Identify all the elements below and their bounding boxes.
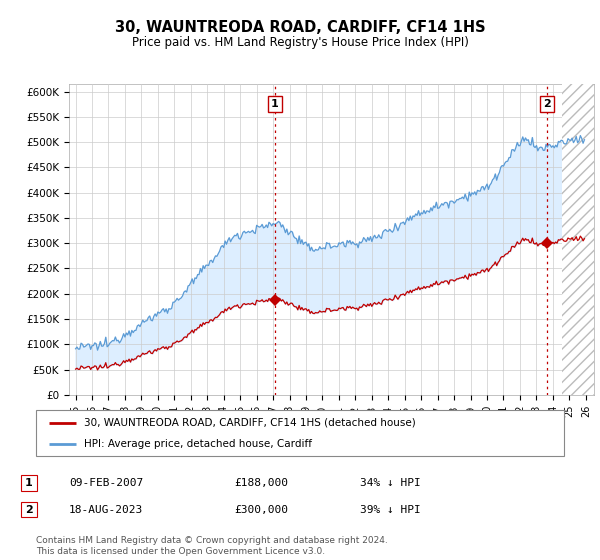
Text: 1: 1 — [271, 99, 278, 109]
Text: 18-AUG-2023: 18-AUG-2023 — [69, 505, 143, 515]
Text: £300,000: £300,000 — [234, 505, 288, 515]
Text: 1: 1 — [25, 478, 32, 488]
Text: £188,000: £188,000 — [234, 478, 288, 488]
Text: Contains HM Land Registry data © Crown copyright and database right 2024.
This d: Contains HM Land Registry data © Crown c… — [36, 536, 388, 556]
Text: 2: 2 — [543, 99, 551, 109]
Text: 09-FEB-2007: 09-FEB-2007 — [69, 478, 143, 488]
Text: 30, WAUNTREODA ROAD, CARDIFF, CF14 1HS (detached house): 30, WAUNTREODA ROAD, CARDIFF, CF14 1HS (… — [83, 418, 415, 428]
Text: 39% ↓ HPI: 39% ↓ HPI — [360, 505, 421, 515]
FancyBboxPatch shape — [36, 410, 564, 456]
Text: 30, WAUNTREODA ROAD, CARDIFF, CF14 1HS: 30, WAUNTREODA ROAD, CARDIFF, CF14 1HS — [115, 20, 485, 35]
Text: 34% ↓ HPI: 34% ↓ HPI — [360, 478, 421, 488]
Text: HPI: Average price, detached house, Cardiff: HPI: Average price, detached house, Card… — [83, 439, 311, 449]
Text: Price paid vs. HM Land Registry's House Price Index (HPI): Price paid vs. HM Land Registry's House … — [131, 36, 469, 49]
Text: 2: 2 — [25, 505, 32, 515]
